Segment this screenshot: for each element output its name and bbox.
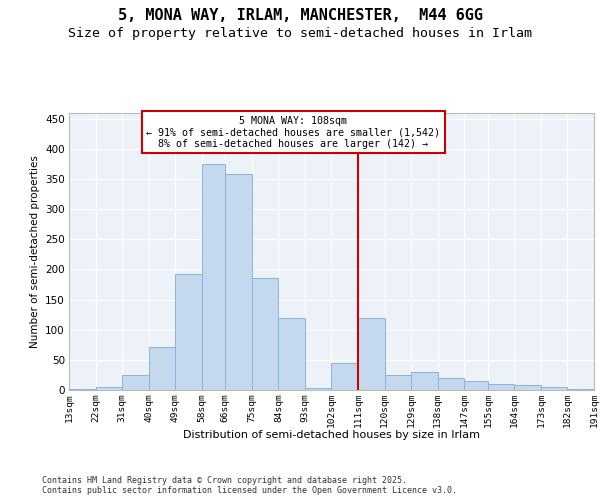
Bar: [437, 378, 464, 390]
Bar: [149, 346, 175, 390]
Y-axis label: Number of semi-detached properties: Number of semi-detached properties: [29, 155, 40, 348]
Bar: [541, 387, 568, 390]
Bar: [331, 363, 358, 390]
Bar: [122, 375, 149, 390]
Bar: [358, 318, 385, 390]
Bar: [175, 274, 202, 390]
Bar: [95, 387, 122, 390]
Bar: [464, 381, 488, 390]
Text: 5 MONA WAY: 108sqm
← 91% of semi-detached houses are smaller (1,542)
8% of semi-: 5 MONA WAY: 108sqm ← 91% of semi-detache…: [146, 116, 440, 148]
Bar: [411, 372, 437, 390]
Bar: [278, 318, 305, 390]
Bar: [385, 375, 411, 390]
Text: Size of property relative to semi-detached houses in Irlam: Size of property relative to semi-detach…: [68, 28, 532, 40]
Bar: [252, 278, 278, 390]
Bar: [514, 385, 541, 390]
Bar: [488, 384, 514, 390]
X-axis label: Distribution of semi-detached houses by size in Irlam: Distribution of semi-detached houses by …: [183, 430, 480, 440]
Bar: [69, 389, 95, 390]
Bar: [305, 388, 331, 390]
Bar: [226, 174, 252, 390]
Bar: [568, 389, 594, 390]
Bar: [202, 164, 226, 390]
Text: 5, MONA WAY, IRLAM, MANCHESTER,  M44 6GG: 5, MONA WAY, IRLAM, MANCHESTER, M44 6GG: [118, 8, 482, 22]
Text: Contains HM Land Registry data © Crown copyright and database right 2025.
Contai: Contains HM Land Registry data © Crown c…: [42, 476, 457, 495]
